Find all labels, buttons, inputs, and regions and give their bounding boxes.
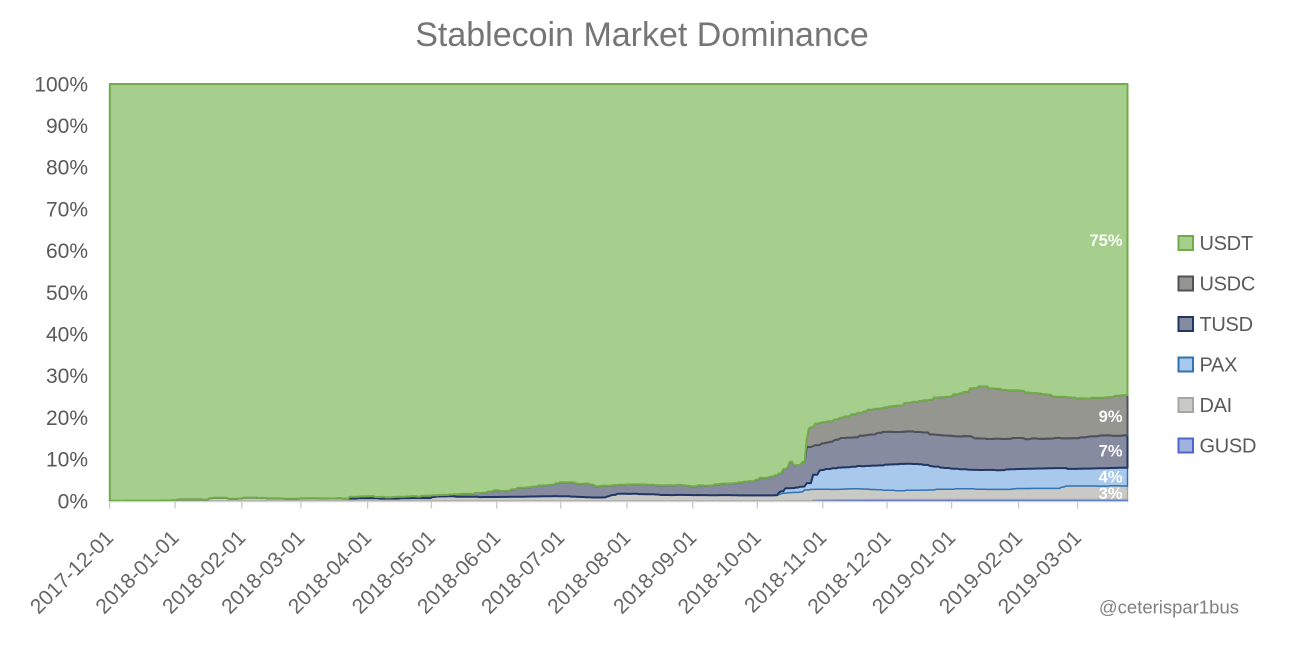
svg-text:Stablecoin Market Dominance: Stablecoin Market Dominance <box>415 16 869 54</box>
svg-text:9%: 9% <box>1099 408 1123 426</box>
svg-text:20%: 20% <box>46 407 88 430</box>
svg-text:30%: 30% <box>46 365 88 388</box>
svg-text:USDT: USDT <box>1200 233 1253 255</box>
svg-text:GUSD: GUSD <box>1200 435 1257 457</box>
svg-text:40%: 40% <box>46 324 88 347</box>
svg-text:0%: 0% <box>58 490 88 513</box>
svg-text:7%: 7% <box>1099 443 1123 461</box>
svg-text:TUSD: TUSD <box>1200 314 1253 336</box>
svg-text:75%: 75% <box>1089 232 1122 250</box>
svg-text:USDC: USDC <box>1200 273 1255 295</box>
svg-text:PAX: PAX <box>1200 354 1238 376</box>
svg-text:80%: 80% <box>46 157 88 180</box>
svg-text:@ceterispar1bus: @ceterispar1bus <box>1099 597 1239 618</box>
svg-text:70%: 70% <box>46 198 88 221</box>
svg-text:60%: 60% <box>46 240 88 263</box>
svg-text:3%: 3% <box>1099 485 1123 503</box>
svg-text:90%: 90% <box>46 115 88 138</box>
svg-text:10%: 10% <box>46 449 88 472</box>
svg-text:50%: 50% <box>46 282 88 305</box>
svg-text:100%: 100% <box>34 73 88 96</box>
svg-text:4%: 4% <box>1099 469 1123 487</box>
svg-text:DAI: DAI <box>1200 395 1232 417</box>
